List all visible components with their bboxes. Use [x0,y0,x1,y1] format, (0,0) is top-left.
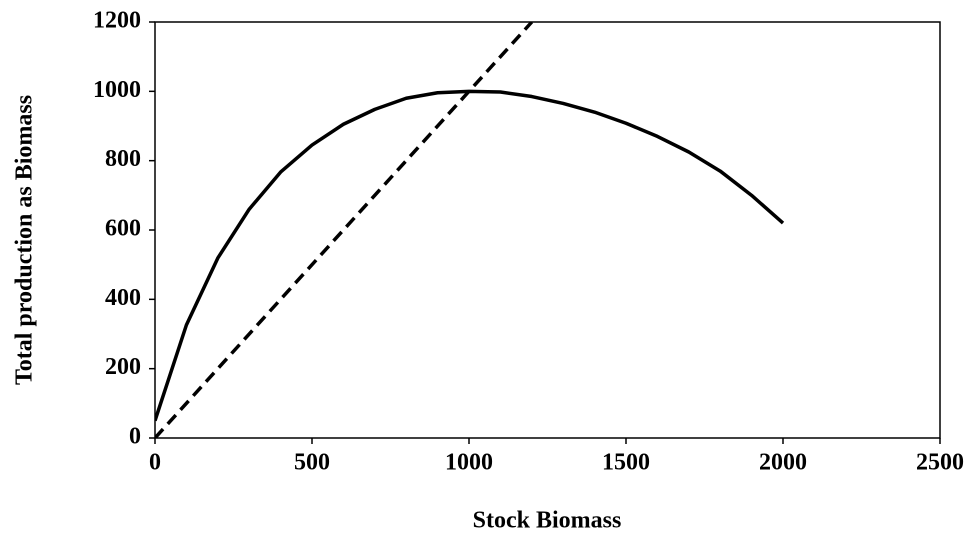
x-tick-label: 2000 [759,450,807,476]
x-tick-label: 0 [149,450,161,476]
plot-frame [154,21,941,439]
x-tick-label: 2500 [916,450,964,476]
line-series [155,89,785,422]
y-tick-label: 0 [129,424,141,450]
x-tick-label: 1000 [445,450,493,476]
x-tick-label: 500 [294,450,330,476]
line-series [155,22,534,438]
y-tick-label: 1000 [93,77,141,103]
y-axis-label: Total production as Biomass [12,95,38,385]
y-tick-label: 200 [105,354,141,380]
y-tick-label: 1200 [93,8,141,34]
x-axis-label: Stock Biomass [473,508,622,534]
y-tick-label: 400 [105,285,141,311]
x-tick-label: 1500 [602,450,650,476]
y-tick-label: 600 [105,216,141,242]
y-tick-label: 800 [105,146,141,172]
